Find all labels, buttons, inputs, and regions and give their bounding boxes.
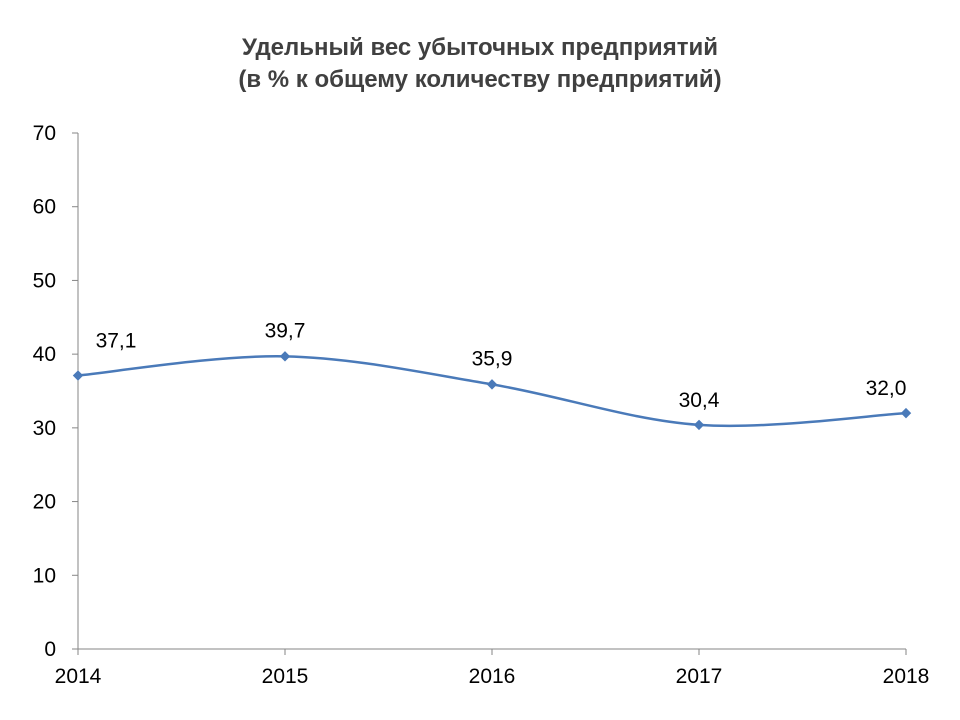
data-label: 35,9 [472,347,513,370]
y-tick-label: 10 [33,564,56,587]
chart-title-line-1: Удельный вес убыточных предприятий [242,34,718,61]
data-label-layer: 37,1 39,7 35,9 30,4 32,0 [96,319,907,412]
data-label: 39,7 [265,319,306,342]
data-label: 37,1 [96,330,137,353]
y-tick-label: 0 [44,638,56,661]
x-tick-label: 2018 [883,665,930,688]
x-tick-label: 2017 [676,665,723,688]
data-point-marker [486,379,498,390]
chart-title: Удельный вес убыточных предприятий (в % … [238,34,721,93]
y-tick-label: 40 [33,343,56,366]
y-tick-label: 60 [33,196,56,219]
y-tick-label: 70 [33,122,56,145]
marker-layer [72,351,912,431]
x-axis: 2014 2015 2016 2017 2018 [55,648,930,688]
y-axis: 0 10 20 30 40 50 60 70 [33,122,79,661]
y-tick-label: 30 [33,417,56,440]
data-point-marker [279,351,291,362]
y-tick-label: 50 [33,269,56,292]
y-tick-label: 20 [33,491,56,514]
data-point-marker [900,407,912,419]
data-point-marker [693,419,705,431]
x-tick-label: 2015 [262,665,309,688]
data-label: 32,0 [866,377,907,400]
x-tick-label: 2014 [55,665,102,688]
chart-title-line-2: (в % к общему количеству предприятий) [238,66,721,93]
data-point-marker [72,370,84,381]
data-label: 30,4 [679,389,720,412]
x-tick-label: 2016 [469,665,516,688]
